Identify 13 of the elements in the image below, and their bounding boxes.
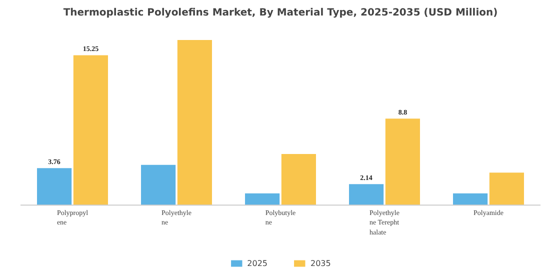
legend-label: 2035	[310, 258, 331, 268]
bar	[385, 118, 420, 206]
bar	[141, 164, 176, 206]
bar	[453, 193, 488, 206]
bar	[281, 154, 316, 206]
bar	[489, 172, 524, 206]
legend-label: 2025	[247, 258, 268, 268]
bar	[37, 168, 72, 206]
bar	[349, 184, 384, 206]
chart-title: Thermoplastic Polyolefins Market, By Material Type, 2025-2035 (USD Million)	[63, 8, 498, 18]
bar	[177, 40, 212, 206]
bar	[245, 193, 280, 206]
bar	[73, 55, 108, 206]
